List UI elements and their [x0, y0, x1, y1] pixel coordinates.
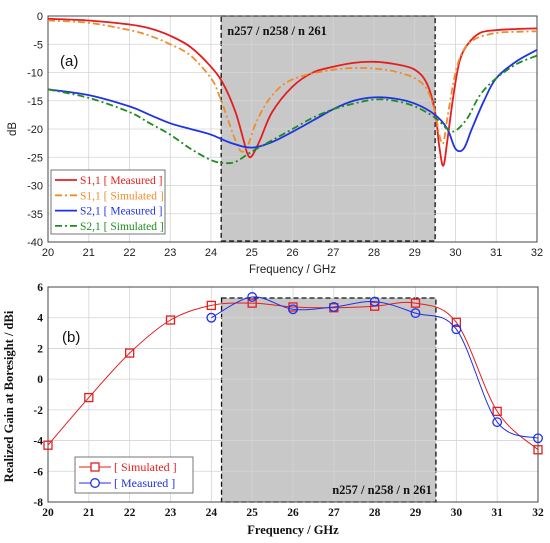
a-x-tick-label: 31 [490, 247, 502, 259]
a-x-tick-label: 20 [42, 247, 54, 259]
data-point-meas-3 [328, 302, 339, 312]
data-point-meas-7 [492, 417, 503, 428]
series-line-a-1 [47, 19, 538, 153]
data-point-sim-4 [206, 300, 216, 311]
b-y-tick-label: -6 [33, 466, 43, 478]
series-line-b-1 [211, 296, 539, 439]
a-plot-frame [47, 15, 538, 243]
a-x-tick-label: 32 [531, 247, 543, 259]
b-x-tick-label: 26 [287, 507, 299, 519]
b-y-tick-label: 4 [37, 313, 43, 325]
a-x-tick-label: 26 [286, 247, 298, 259]
a-band-shade [220, 15, 436, 242]
b-panel-label: (b) [62, 329, 80, 346]
data-point-sim-0 [43, 440, 53, 450]
data-point-sim-3 [165, 315, 176, 325]
a-y-tick-label: -35 [27, 209, 43, 221]
data-point-sim-1 [84, 392, 94, 403]
a-x-tick-label: 25 [246, 247, 258, 259]
a-band-label: n257 / n258 / n 261 [227, 24, 327, 38]
a-y-axis-label: dB [7, 122, 19, 136]
series-line-a-2 [47, 49, 538, 153]
data-point-meas-1 [247, 292, 258, 302]
a-x-axis-label: Frequency / GHz [249, 264, 336, 276]
b-x-tick-label: 31 [491, 507, 503, 519]
b-legend-label: [ Simulated ] [114, 460, 177, 474]
b-x-tick-label: 29 [410, 507, 422, 519]
b-band-label: n257 / n258 / n 261 [332, 483, 432, 497]
b-y-tick-label: -4 [33, 436, 43, 448]
a-legend-label: S1,1 [ Measured ] [80, 175, 162, 187]
data-point-sim-2 [125, 348, 135, 358]
a-y-tick-label: -5 [33, 39, 43, 51]
b-y-tick-label: 6 [37, 282, 43, 294]
data-point-meas-0 [206, 312, 217, 323]
a-panel-label: (a) [60, 53, 78, 70]
b-x-tick-label: 23 [165, 507, 177, 519]
a-y-tick-label: -10 [27, 68, 43, 80]
a-legend: S1,1 [ Measured ] S1,1 [ Simulated ] S2,1 … [50, 169, 166, 235]
b-legend-marker [90, 462, 100, 472]
data-point-sim-5 [247, 298, 257, 308]
b-x-tick-label: 30 [451, 507, 463, 519]
data-point-sim-10 [451, 317, 461, 327]
data-point-meas-6 [451, 324, 462, 335]
b-x-tick-label: 27 [328, 507, 340, 519]
data-point-meas-5 [410, 308, 421, 319]
b-x-tick-label: 24 [206, 507, 218, 519]
b-y-tick-label: -8 [33, 497, 43, 509]
a-x-tick-label: 29 [409, 247, 421, 259]
a-legend-label: S2,1 [ Simulated ] [80, 221, 164, 233]
a-x-tick-label: 24 [205, 247, 217, 259]
b-y-tick-label: 2 [37, 343, 43, 355]
b-x-tick-label: 28 [369, 507, 381, 519]
b-x-tick-label: 22 [124, 507, 136, 519]
a-y-tick-label: -20 [27, 124, 43, 136]
a-x-tick-label: 27 [327, 247, 339, 259]
b-legend-marker [90, 478, 100, 488]
data-point-sim-12 [533, 445, 543, 455]
b-y-tick-label: -2 [33, 405, 43, 417]
data-point-sim-8 [370, 301, 380, 311]
b-x-axis-label: Frequency / GHz [247, 523, 339, 537]
panel-a-chart: 20 21 22 23 24 25 26 27 28 29 30 31 32 0 -5 -10 -15 -20 -2… [7, 11, 543, 276]
a-tick-labels: 20 21 22 23 24 25 26 27 28 29 30 31 32 0 -5 -10 -15 -20 -2… [27, 11, 543, 259]
b-legend-label: [ Measured ] [114, 476, 175, 490]
a-x-tick-label: 22 [123, 247, 135, 259]
series-line-a-3 [47, 54, 538, 165]
b-legend: [ Simulated ] [ Measured ] [74, 456, 194, 494]
series-line-a-0 [47, 17, 538, 167]
a-x-tick-label: 28 [368, 247, 380, 259]
b-x-tick-label: 32 [532, 507, 544, 519]
b-plot-frame [47, 286, 539, 503]
data-point-meas-2 [288, 304, 298, 315]
a-x-tick-label: 23 [164, 247, 176, 259]
a-series-lines [47, 17, 538, 167]
a-legend-label: S2,1 [ Measured ] [80, 206, 162, 218]
a-x-tick-label: 30 [449, 247, 461, 259]
a-legend-label: S1,1 [ Simulated ] [80, 190, 164, 202]
a-y-tick-label: -15 [27, 96, 43, 108]
data-point-sim-11 [492, 406, 502, 417]
b-band-shade [220, 297, 437, 503]
data-point-meas-4 [369, 296, 380, 307]
data-point-sim-9 [410, 298, 421, 308]
a-y-tick-label: -40 [27, 237, 43, 249]
b-x-tick-label: 25 [246, 507, 258, 519]
a-y-tick-label: 0 [37, 11, 43, 23]
b-x-tick-label: 20 [42, 507, 54, 519]
b-x-tick-label: 21 [83, 507, 95, 519]
b-y-axis-label: Realized Gain at Boresight / dBi [2, 310, 16, 482]
data-point-meas-8 [533, 433, 543, 444]
a-y-tick-label: -25 [27, 152, 43, 164]
a-x-tick-label: 21 [83, 247, 95, 259]
a-y-tick-label: -30 [27, 181, 43, 193]
b-y-tick-label: 0 [37, 374, 43, 386]
b-series-lines [43, 292, 543, 455]
